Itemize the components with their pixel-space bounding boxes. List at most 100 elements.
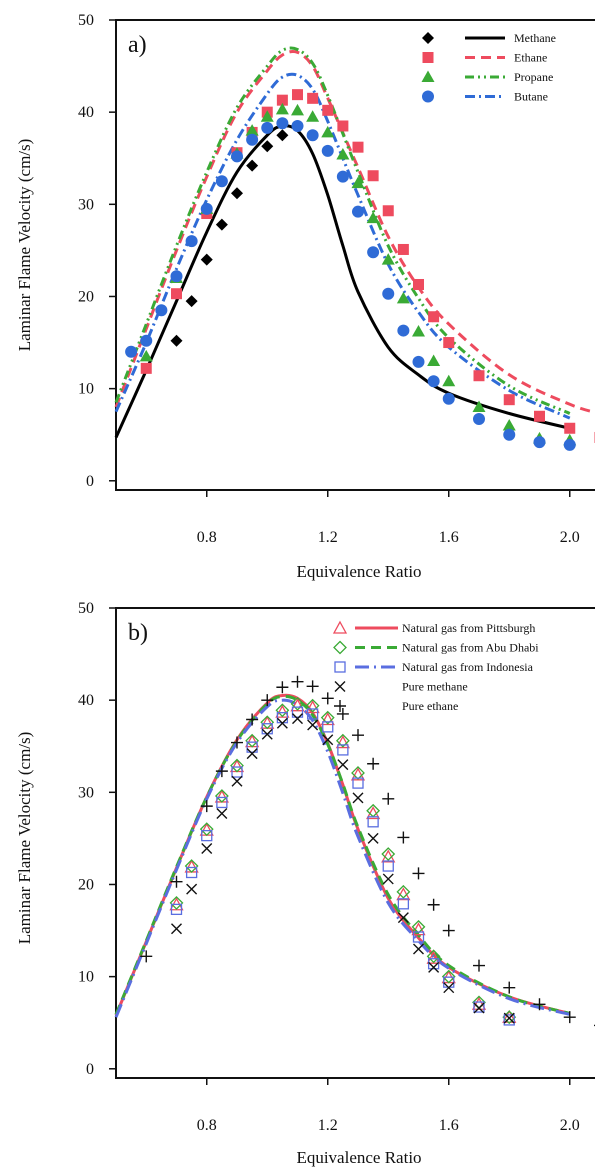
data-point-pure-methane (352, 792, 364, 804)
data-point-pure-ethane (397, 831, 410, 844)
x-tick-label: 1.6 (439, 1117, 459, 1134)
legend-label-ethane: Ethane (514, 51, 547, 65)
data-point-pure-methane (307, 719, 319, 731)
data-point-natural-gas-from-abu-dhabi (320, 710, 335, 725)
data-point-ethane (276, 94, 288, 106)
x-axis-label: Equivalence Ratio (296, 1148, 421, 1167)
legend-label-propane: Propane (514, 70, 553, 84)
data-point-pure-ethane (170, 875, 183, 888)
data-point-methane (276, 129, 289, 142)
data-point-pure-methane (276, 717, 288, 729)
y-tick-label: 50 (78, 600, 94, 617)
data-point-pure-ethane (563, 1011, 576, 1024)
data-point-natural-gas-from-abu-dhabi (411, 919, 426, 934)
data-point-ethane (322, 104, 334, 116)
data-point-ethane (397, 243, 409, 255)
data-point-natural-gas-from-indonesia (201, 829, 213, 842)
y-tick-label: 0 (86, 473, 94, 490)
data-point-propane (291, 103, 304, 116)
data-point-pure-methane (231, 775, 243, 787)
data-point-ethane (337, 120, 349, 132)
data-point-pure-ethane (200, 800, 213, 813)
data-point-methane (200, 253, 213, 266)
panel-label: a) (128, 32, 147, 58)
data-point-pure-methane (322, 734, 334, 746)
data-point-pure-ethane (533, 998, 546, 1011)
data-point-pure-methane (413, 943, 424, 955)
data-point-butane (276, 117, 289, 130)
data-point-natural-gas-from-indonesia (473, 1001, 485, 1013)
data-point-pure-ethane (306, 680, 319, 693)
y-tick-label: 10 (78, 969, 94, 986)
data-point-propane (306, 110, 320, 122)
legend-marker-butane (422, 90, 434, 103)
data-point-natural-gas-from-abu-dhabi (290, 696, 305, 711)
legend-label-pure-methane: Pure methane (402, 680, 468, 694)
data-point-natural-gas-from-indonesia (337, 744, 349, 756)
panel-b-chart: b) Equivalence Ratio Laminar Flame Veloc… (15, 600, 595, 1167)
data-point-propane (396, 291, 410, 304)
y-tick-label: 50 (78, 12, 94, 29)
data-point-propane (321, 125, 335, 138)
legend-marker-natural-gas-from-pittsburgh (332, 620, 348, 634)
y-tick-label: 20 (78, 288, 94, 305)
legend-label-pure-ethane: Pure ethane (402, 699, 458, 713)
data-point-pure-methane (443, 982, 455, 994)
data-point-propane (502, 418, 516, 431)
data-point-butane (321, 144, 334, 157)
x-axis-label: Equivalence Ratio (296, 562, 421, 581)
data-point-ethane (413, 278, 424, 290)
legend-label-methane: Methane (514, 31, 556, 45)
data-point-natural-gas-from-pittsburgh (260, 715, 275, 729)
series-line-methane (114, 124, 571, 439)
x-tick-label: 1.2 (318, 1117, 338, 1134)
x-tick-label: 2.0 (560, 529, 580, 546)
data-point-natural-gas-from-abu-dhabi (381, 847, 396, 861)
data-point-butane (336, 170, 349, 183)
legend-label-natural-gas-from-abu-dhabi: Natural gas from Abu Dhabi (402, 641, 539, 655)
axis-ticks: 0.8 1.2 1.6 2.0 0 10 20 30 40 50 (78, 12, 580, 546)
data-point-pure-methane (473, 1002, 485, 1014)
data-point-pure-ethane (291, 675, 304, 688)
data-point-propane (412, 324, 425, 337)
data-point-natural-gas-from-indonesia (246, 741, 258, 753)
data-point-ethane (367, 170, 379, 182)
data-point-ethane (503, 394, 515, 406)
legend-label-natural-gas-from-pittsburgh: Natural gas from Pittsburgh (402, 621, 535, 635)
data-point-butane (155, 304, 168, 317)
data-point-butane (503, 428, 516, 441)
data-point-natural-gas-from-abu-dhabi (351, 766, 365, 780)
data-point-butane (231, 150, 243, 163)
data-point-pure-ethane (321, 692, 334, 705)
data-point-butane (170, 270, 183, 283)
data-point-natural-gas-from-abu-dhabi (260, 715, 275, 730)
data-point-propane (351, 176, 365, 189)
data-point-pure-ethane (140, 950, 153, 963)
data-point-natural-gas-from-abu-dhabi (441, 969, 456, 984)
data-point-natural-gas-from-pittsburgh (184, 859, 199, 873)
y-tick-label: 20 (78, 876, 94, 893)
data-point-methane (246, 159, 259, 172)
data-point-butane (125, 345, 138, 358)
data-point-ethane (292, 89, 303, 101)
data-point-pure-ethane (473, 959, 485, 972)
data-point-pure-methane (367, 832, 379, 844)
y-axis-label: Laminar Flame Velocity (cm/s) (15, 732, 34, 945)
data-point-natural-gas-from-indonesia (291, 706, 304, 718)
data-point-natural-gas-from-indonesia (427, 958, 440, 970)
data-point-butane (412, 355, 425, 368)
data-point-natural-gas-from-pittsburgh (199, 822, 214, 836)
data-point-ethane (307, 92, 319, 104)
data-point-butane (200, 202, 213, 215)
data-point-pure-ethane (215, 765, 228, 778)
data-point-pure-ethane (246, 713, 259, 726)
data-point-natural-gas-from-indonesia (503, 1014, 515, 1026)
data-point-ethane (564, 422, 576, 434)
y-tick-label: 30 (78, 196, 94, 213)
data-point-propane (442, 374, 456, 387)
y-tick-label: 0 (86, 1061, 94, 1078)
data-point-natural-gas-from-indonesia (367, 816, 379, 828)
legend: Methane Ethane Propane Butane (421, 31, 556, 104)
data-point-butane (382, 287, 395, 300)
